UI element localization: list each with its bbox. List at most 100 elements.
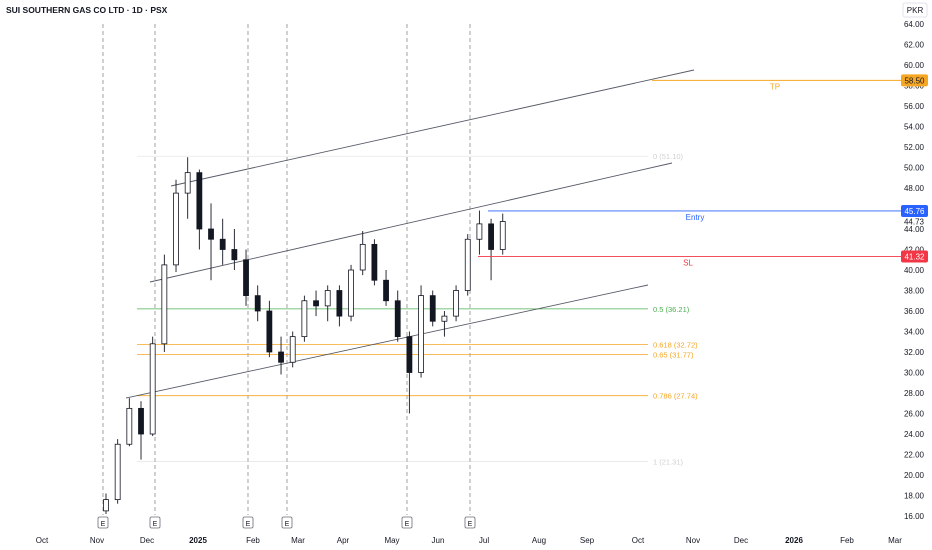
price-tick-label: 40.00 [904, 266, 925, 275]
stop-loss-badge-text: 41.32 [904, 252, 925, 261]
earnings-marker-label: E [468, 521, 473, 528]
candle-body [173, 192, 179, 266]
candle-body [138, 407, 144, 435]
candle-body [348, 269, 354, 317]
earnings-marker-label: E [101, 521, 106, 528]
price-tick-label: 36.00 [904, 307, 925, 316]
trade-levels: TP Entry SL [478, 79, 902, 267]
price-tick-label: 56.00 [904, 102, 925, 111]
earnings-marker-box [149, 516, 161, 529]
entry-label: Entry [686, 213, 705, 222]
candle-body [394, 300, 401, 338]
price-tick-label: 26.00 [904, 410, 925, 419]
candle-body [301, 300, 308, 338]
candle-body [161, 264, 168, 345]
earnings-marker-label: E [153, 521, 158, 528]
fib-level-label: 0 (51.10) [653, 152, 684, 161]
time-tick-label: Mar [888, 536, 902, 545]
earnings-marker-label: E [405, 521, 410, 528]
time-tick-label: Jul [479, 536, 489, 545]
price-tick-label: 16.00 [904, 512, 925, 521]
candle-body [383, 279, 389, 302]
time-tick-label: Nov [686, 536, 700, 545]
candle-body [418, 295, 424, 373]
earnings-marker-box [242, 516, 254, 529]
candle-body [371, 243, 378, 281]
take-profit-badge-text: 58.50 [904, 76, 925, 85]
time-tick-label: Apr [337, 536, 350, 545]
chart-title: SUI SOUTHERN GAS CO LTD · 1D · PSX [6, 5, 168, 15]
time-tick-label: Jun [432, 536, 445, 545]
price-axis[interactable]: 64.0062.0060.0058.0056.0054.0052.0050.00… [904, 20, 925, 521]
price-tick-label: 20.00 [904, 471, 925, 480]
price-tick-label: 34.00 [904, 328, 925, 337]
take-profit-badge-box [901, 74, 928, 87]
stop-loss-label: SL [683, 258, 693, 267]
candlesticks [103, 157, 506, 514]
candle-body [103, 499, 109, 512]
earnings-marker-box [401, 516, 413, 529]
time-tick-label: May [384, 536, 399, 545]
price-tick-label: 50.00 [904, 164, 925, 173]
candle-body [488, 223, 494, 250]
time-tick-label: Sep [580, 536, 595, 545]
currency-button[interactable] [902, 2, 928, 18]
price-tick-label: 60.00 [904, 61, 925, 70]
candle-body [208, 228, 214, 240]
candle-body [464, 238, 471, 291]
price-tick-label: 42.00 [904, 246, 925, 255]
fib-level-label: 1 (21.31) [653, 458, 684, 467]
time-tick-label: Dec [734, 536, 748, 545]
price-tick-label: 30.00 [904, 369, 925, 378]
time-tick-label: 2026 [785, 536, 803, 545]
candle-body [278, 351, 284, 363]
price-tick-label: 54.00 [904, 123, 925, 132]
candle-body [441, 315, 448, 322]
time-axis[interactable]: Oct Nov Dec 2025 Feb Mar Apr May Jun Jul Aug Sep Oct… [36, 536, 902, 545]
candle-body [184, 172, 191, 194]
candle-body [243, 259, 249, 297]
time-tick-label: Dec [140, 536, 154, 545]
entry-badge-text: 45.76 [904, 207, 925, 216]
candle-body [336, 290, 343, 317]
price-tick-label: 24.00 [904, 430, 925, 439]
time-tick-label: Nov [90, 536, 104, 545]
price-tick-label: 18.00 [904, 492, 925, 501]
earnings-marker-box [464, 516, 476, 529]
candle-body [289, 336, 296, 363]
earnings-marker-label: E [285, 521, 290, 528]
stop-loss-badge-box [901, 250, 928, 263]
price-tick-label: 48.00 [904, 184, 925, 193]
candle-body [313, 300, 319, 307]
price-tick-label: 52.00 [904, 143, 925, 152]
candle-body [196, 172, 203, 230]
candle-body [114, 443, 121, 500]
price-tick-label: 38.00 [904, 287, 925, 296]
price-tick-label: 32.00 [904, 348, 925, 357]
time-tick-label: Feb [246, 536, 260, 545]
time-tick-label: Mar [291, 536, 305, 545]
candle-body [149, 343, 156, 435]
fibonacci-levels: 0.5 (36.21) 0.618 (32.72)0.65 (31.77) 0.78… [137, 152, 698, 467]
last-price-label: 44.73 [904, 218, 925, 227]
trend-channels [125, 69, 695, 399]
time-tick-label: Aug [532, 536, 546, 545]
price-tick-label: 62.00 [904, 41, 925, 50]
price-tick-label: 64.00 [904, 20, 925, 29]
time-tick-label: 2025 [189, 536, 207, 545]
entry-badge-box [901, 204, 928, 217]
candle-body [266, 310, 273, 353]
candle-body [429, 295, 436, 322]
candle-body [254, 295, 261, 312]
candle-body [126, 407, 133, 445]
fib-level-label: 0.786 (27.74) [653, 392, 698, 401]
trend-channel-line [125, 284, 649, 399]
candle-body [453, 290, 459, 317]
earnings-marker-box [97, 516, 109, 529]
candle-body [476, 223, 483, 240]
price-tick-label: 44.00 [904, 225, 925, 234]
take-profit-label: TP [770, 82, 780, 91]
time-tick-label: Oct [36, 536, 49, 545]
